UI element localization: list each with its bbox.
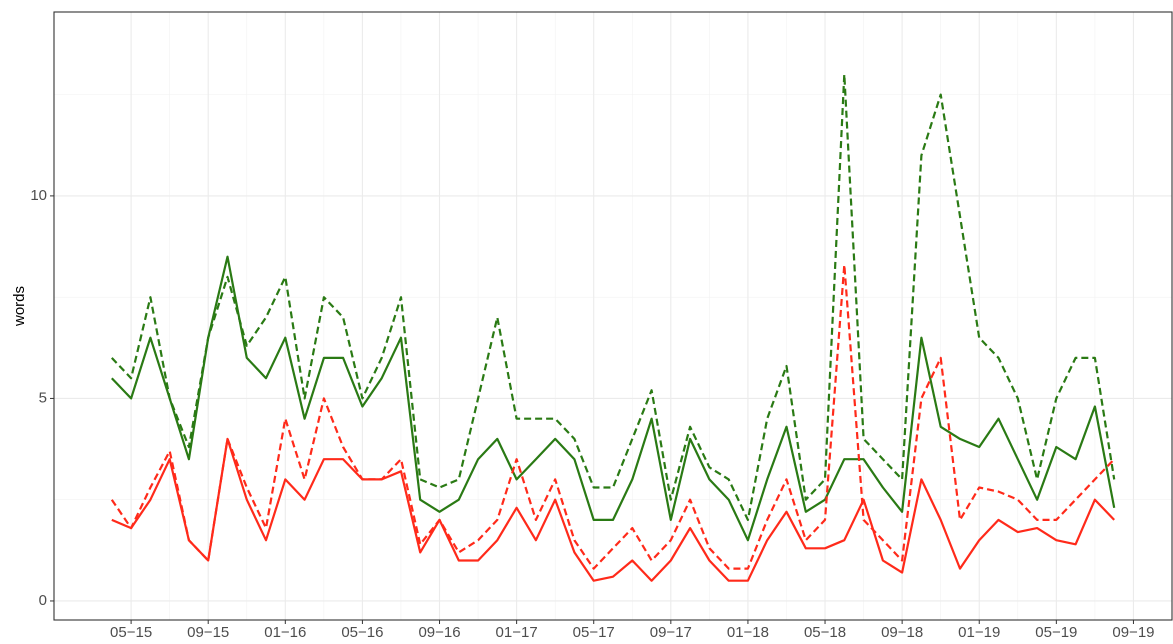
x-tick-label: 05−19	[1035, 624, 1077, 639]
x-tick-label: 05−16	[341, 624, 383, 639]
x-tick-label: 05−17	[573, 624, 615, 639]
x-tick-label: 09−19	[1112, 624, 1154, 639]
x-tick-label: 01−17	[496, 624, 538, 639]
x-tick-label: 09−17	[650, 624, 692, 639]
y-tick-label: 5	[39, 389, 47, 406]
x-tick-label: 05−18	[804, 624, 846, 639]
series-line	[110, 263, 1115, 570]
x-tick-label: 01−19	[958, 624, 1000, 639]
y-axis-label: words	[11, 286, 28, 327]
x-tick-label: 09−15	[187, 624, 229, 639]
x-tick-label: 05−15	[110, 624, 152, 639]
panel-border	[53, 11, 1173, 621]
y-tick-label: 10	[30, 187, 47, 204]
x-tick-label: 01−18	[727, 624, 769, 639]
x-tick-label: 01−16	[264, 624, 306, 639]
y-tick-label: 0	[39, 592, 47, 609]
series-line	[111, 437, 1115, 582]
x-tick-label: 09−18	[881, 624, 923, 639]
series-line	[111, 73, 1116, 522]
series-line	[111, 255, 1116, 542]
x-tick-label: 09−16	[418, 624, 460, 639]
